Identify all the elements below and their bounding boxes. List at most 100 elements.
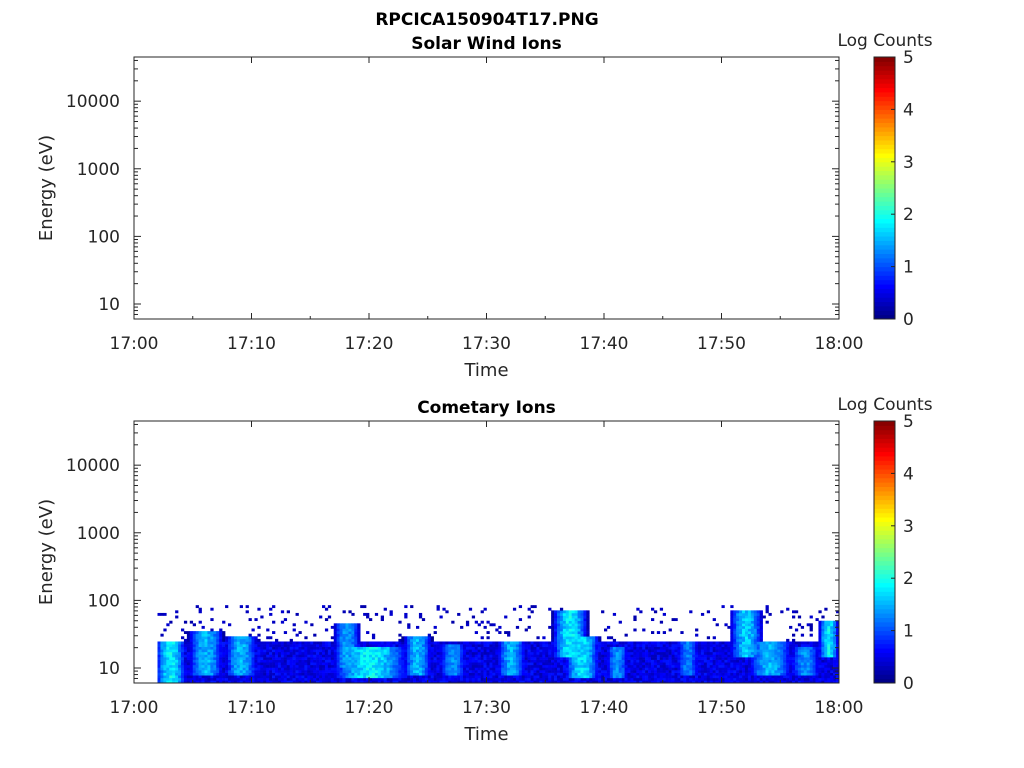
- spectrogram-cell: [342, 677, 346, 681]
- spectrogram-cell: [756, 620, 760, 624]
- spectrogram-cell: [330, 677, 335, 681]
- spectrogram-cell: [316, 670, 320, 673]
- spectrogram-cell: [401, 664, 405, 668]
- spectrogram-cell: [533, 657, 537, 660]
- spectrogram-cell: [747, 644, 752, 647]
- spectrogram-cell: [592, 636, 596, 640]
- spectrogram-cell: [445, 677, 449, 681]
- spectrogram-cell: [551, 631, 555, 635]
- spectrogram-cell: [248, 657, 252, 660]
- spectrogram-cell: [542, 649, 546, 653]
- spectrogram-cell: [542, 672, 546, 676]
- spectrogram-cell: [327, 670, 332, 673]
- spectrogram-cell: [700, 659, 705, 663]
- spectrogram-cell: [554, 667, 558, 671]
- spectrogram-cell: [686, 670, 690, 673]
- spectrogram-cell: [433, 651, 437, 655]
- spectrogram-cell: [530, 605, 534, 609]
- spectrogram-cell: [351, 659, 355, 663]
- spectrogram-cell: [827, 659, 831, 663]
- colorbar-segment: [874, 310, 895, 316]
- spectrogram-cell: [157, 680, 161, 683]
- spectrogram-cell: [195, 631, 199, 635]
- spectrogram-cell: [501, 649, 505, 653]
- spectrogram-cell: [750, 662, 755, 666]
- colorbar-segment: [874, 503, 895, 509]
- spectrogram-cell: [498, 672, 502, 676]
- spectrogram-cell: [601, 677, 605, 681]
- spectrogram-cell: [695, 680, 699, 683]
- spectrogram-cell: [245, 677, 249, 681]
- spectrogram-cell: [157, 672, 161, 676]
- spectrogram-cell: [295, 612, 299, 616]
- spectrogram-cell: [671, 657, 675, 660]
- spectrogram-cell: [204, 662, 208, 666]
- spectrogram-cell: [468, 641, 473, 645]
- spectrogram-cell: [275, 662, 279, 666]
- spectrogram-cell: [668, 657, 672, 660]
- spectrogram-cell: [307, 641, 311, 645]
- spectrogram-cell: [621, 664, 625, 668]
- spectrogram-cell: [818, 654, 822, 658]
- spectrogram-cell: [360, 641, 364, 645]
- spectrogram-cell: [727, 680, 731, 683]
- spectrogram-cell: [539, 677, 543, 681]
- spectrogram-cell: [753, 628, 758, 632]
- spectrogram-cell: [747, 646, 752, 650]
- spectrogram-cell: [665, 677, 669, 681]
- spectrogram-cell: [389, 651, 393, 655]
- spectrogram-cell: [557, 667, 561, 671]
- spectrogram-cell: [398, 620, 402, 624]
- spectrogram-cell: [471, 667, 476, 671]
- spectrogram-cell: [651, 646, 655, 650]
- spectrogram-cell: [733, 664, 737, 668]
- spectrogram-cell: [248, 667, 252, 671]
- spectrogram-cell: [486, 659, 490, 663]
- spectrogram-cell: [739, 657, 743, 660]
- spectrogram-cell: [486, 657, 490, 660]
- spectrogram-cell: [565, 680, 570, 683]
- spectrogram-cell: [709, 670, 713, 673]
- spectrogram-cell: [762, 667, 766, 671]
- spectrogram-cell: [797, 651, 802, 655]
- spectrogram-cell: [601, 654, 605, 658]
- spectrogram-cell: [656, 680, 661, 683]
- spectrogram-cell: [418, 672, 423, 676]
- spectrogram-cell: [592, 659, 596, 663]
- spectrogram-cell: [548, 607, 552, 611]
- spectrogram-cell: [794, 664, 799, 668]
- spectrogram-cell: [192, 649, 196, 653]
- spectrogram-cell: [627, 657, 631, 660]
- spectrogram-cell: [659, 680, 664, 683]
- spectrogram-cell: [554, 623, 558, 627]
- spectrogram-cell: [551, 636, 555, 640]
- spectrogram-cell: [204, 670, 208, 673]
- spectrogram-cell: [621, 677, 625, 681]
- spectrogram-cell: [333, 633, 337, 637]
- spectrogram-cell: [733, 675, 737, 679]
- spectrogram-cell: [612, 641, 617, 645]
- spectrogram-cell: [780, 677, 784, 681]
- spectrogram-cell: [445, 662, 449, 666]
- spectrogram-cell: [756, 628, 760, 632]
- spectrogram-cell: [618, 662, 622, 666]
- spectrogram-cell: [568, 615, 572, 619]
- spectrogram-cell: [380, 680, 384, 683]
- spectrogram-cell: [322, 680, 326, 683]
- spectrogram-cell: [786, 649, 790, 653]
- spectrogram-cell: [345, 649, 349, 653]
- spectrogram-cell: [797, 646, 802, 650]
- spectrogram-cell: [642, 670, 646, 673]
- spectrogram-cell: [169, 672, 173, 676]
- spectrogram-cell: [695, 667, 699, 671]
- spectrogram-cell: [474, 651, 478, 655]
- spectrogram-cell: [169, 644, 173, 647]
- spectrogram-cell: [542, 680, 546, 683]
- spectrogram-cell: [210, 677, 214, 681]
- spectrogram-cell: [457, 664, 461, 668]
- spectrogram-cell: [771, 662, 775, 666]
- spectrogram-cell: [689, 680, 693, 683]
- spectrogram-cell: [322, 675, 326, 679]
- spectrogram-cell: [747, 657, 752, 660]
- spectrogram-cell: [551, 618, 555, 622]
